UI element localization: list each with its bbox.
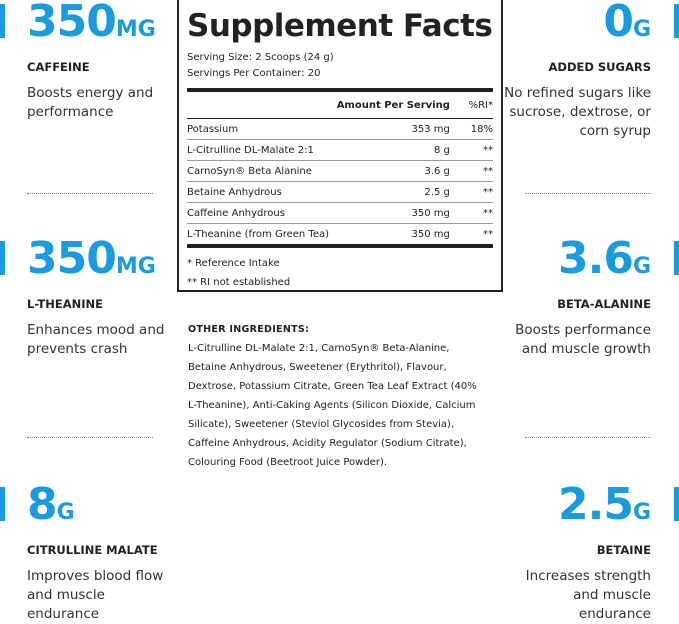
note: * Reference Intake	[187, 258, 280, 269]
stat-beta-alanine: 3.6G BETA-ALANINE Boosts performance and …	[515, 233, 651, 358]
divider	[525, 437, 651, 438]
cell-name: L-Citrulline DL-Malate 2:1	[187, 139, 333, 161]
cell-amount: 353 mg	[333, 118, 468, 140]
facts-table: Amount Per Serving %RI* Potassium 353 mg 18…	[187, 92, 493, 244]
accent-bar	[0, 487, 5, 521]
divider	[187, 88, 493, 92]
divider	[187, 244, 493, 248]
accent-bar	[674, 241, 679, 275]
cell-name: Caffeine Anhydrous	[187, 202, 333, 224]
table-row: L-Theanine (from Green Tea) 350 mg **	[187, 223, 493, 244]
table-row: L-Citrulline DL-Malate 2:1 8 g **	[187, 139, 493, 161]
cell-name: Potassium	[187, 118, 333, 140]
serving-size: Serving Size: 2 Scoops (24 g)	[187, 52, 334, 63]
stat-added-sugars: 0G ADDED SUGARS No refined sugars like su…	[504, 0, 651, 139]
supplement-facts-panel: Supplement Facts Serving Size: 2 Scoops …	[177, 0, 503, 292]
table-row: Potassium 353 mg 18%	[187, 118, 493, 140]
cell-amount: 3.6 g	[333, 160, 468, 182]
other-ingredients: OTHER INGREDIENTS: L-Citrulline DL-Malat…	[188, 320, 488, 472]
stat-caffeine: 350MG CAFFEINE Boosts energy and performa…	[27, 0, 156, 120]
cell-name: Betaine Anhydrous	[187, 181, 333, 203]
cell-name: L-Theanine (from Green Tea)	[187, 223, 333, 244]
stat-l-theanine: 350MG L-THEANINE Enhances mood and preven…	[27, 233, 165, 358]
accent-bar	[674, 4, 679, 38]
divider	[27, 437, 153, 438]
table-row: Betaine Anhydrous 2.5 g **	[187, 181, 493, 203]
divider	[525, 193, 651, 194]
cell-ri: **	[467, 139, 493, 161]
cell-ri: 18%	[467, 118, 493, 140]
cell-ri: **	[467, 160, 493, 182]
cell-amount: 350 mg	[333, 223, 468, 244]
col-amount: Amount Per Serving	[336, 99, 450, 111]
cell-amount: 2.5 g	[333, 181, 468, 203]
accent-bar	[0, 4, 5, 38]
cell-amount: 8 g	[333, 139, 468, 161]
stat-citrulline: 8G CITRULLINE MALATE Improves blood flow …	[27, 479, 164, 623]
note: ** RI not established	[187, 277, 291, 288]
cell-ri: **	[467, 202, 493, 224]
cell-ri: **	[467, 223, 493, 244]
servings-per-container: Servings Per Container: 20	[187, 68, 321, 79]
other-text: L-Citrulline DL-Malate 2:1, CarnoSyn® Be…	[188, 343, 477, 468]
table-row: Caffeine Anhydrous 350 mg **	[187, 202, 493, 224]
accent-bar	[0, 241, 5, 275]
col-ri: %RI*	[468, 99, 493, 111]
cell-name: CarnoSyn® Beta Alanine	[187, 160, 333, 182]
table-row: CarnoSyn® Beta Alanine 3.6 g **	[187, 160, 493, 182]
divider	[27, 193, 153, 194]
stat-betaine: 2.5G BETAINE Increases strength and muscl…	[525, 479, 651, 623]
cell-ri: **	[467, 181, 493, 203]
accent-bar	[674, 487, 679, 521]
cell-amount: 350 mg	[333, 202, 468, 224]
other-heading: OTHER INGREDIENTS:	[188, 324, 310, 335]
facts-title: Supplement Facts	[187, 8, 493, 44]
